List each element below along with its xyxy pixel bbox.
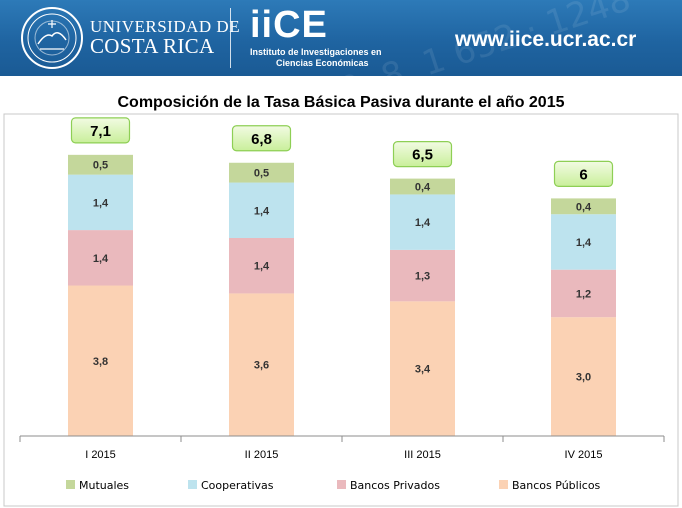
- legend-swatch: [499, 480, 508, 489]
- segment-value-label: 1,4: [254, 205, 270, 217]
- total-value-label: 6,8: [251, 131, 272, 148]
- segment-value-label: 3,0: [576, 372, 591, 384]
- x-tick-label: III 2015: [404, 449, 441, 461]
- iice-subtitle-line2: Ciencias Económicas: [276, 58, 369, 68]
- bar-segment: [68, 285, 133, 436]
- segment-value-label: 3,6: [254, 360, 269, 372]
- bar-segment: [68, 174, 133, 231]
- total-value-label: 6,5: [412, 147, 433, 164]
- total-value-label: 6: [579, 166, 587, 183]
- x-tick-label: I 2015: [85, 449, 116, 461]
- legend-label: Bancos Públicos: [512, 479, 601, 492]
- bar-segment: [68, 230, 133, 286]
- website-url[interactable]: www.iice.ucr.ac.cr: [455, 28, 637, 51]
- segment-value-label: 0,5: [254, 168, 269, 180]
- bar-segment: [390, 178, 455, 195]
- legend-swatch: [66, 480, 75, 489]
- segment-value-label: 1,4: [415, 217, 431, 229]
- chart-title: Composición de la Tasa Básica Pasiva dur…: [118, 94, 565, 111]
- total-value-box: [392, 141, 453, 168]
- bar-segment: [551, 214, 616, 270]
- bar-segment: [229, 238, 294, 294]
- iice-subtitle-line1: Instituto de Investigaciones en: [250, 47, 382, 57]
- legend-label: Bancos Privados: [350, 479, 440, 492]
- segment-value-label: 1,4: [254, 261, 270, 273]
- segment-value-label: 0,4: [576, 201, 592, 213]
- legend-swatch: [188, 480, 197, 489]
- segment-value-label: 1,4: [93, 197, 109, 209]
- stacked-bar-chart: Composición de la Tasa Básica Pasiva dur…: [3, 94, 679, 507]
- segment-value-label: 1,2: [576, 288, 591, 300]
- segment-value-label: 0,4: [415, 182, 431, 194]
- x-tick-label: IV 2015: [565, 449, 603, 461]
- bar-segment: [551, 317, 616, 436]
- bar-segment: [229, 293, 294, 436]
- total-value-box: [553, 160, 614, 187]
- university-seal-icon: [21, 7, 83, 69]
- segment-value-label: 1,4: [576, 237, 592, 249]
- bar-segment: [390, 194, 455, 250]
- bar-segment: [68, 154, 133, 175]
- bar-segment: [551, 198, 616, 215]
- bar-segment: [390, 301, 455, 436]
- segment-value-label: 3,4: [415, 364, 431, 376]
- header-banner: 0. 8. 1 652 · 1248 · 4 0 · 43 UNIVERSIDA…: [0, 0, 682, 76]
- bar-segment: [390, 249, 455, 302]
- legend-label: Cooperativas: [201, 479, 274, 492]
- iice-logo: iiCE: [250, 4, 328, 46]
- segment-value-label: 0,5: [93, 160, 108, 172]
- total-value-box: [70, 117, 131, 144]
- bar-segment: [551, 269, 616, 318]
- bar-segment: [229, 182, 294, 238]
- university-name-line2: COSTA RICA: [90, 34, 215, 58]
- legend-label: Mutuales: [79, 479, 129, 492]
- segment-value-label: 1,3: [415, 271, 430, 283]
- x-tick-label: II 2015: [245, 449, 279, 461]
- total-value-box: [231, 125, 292, 152]
- total-value-label: 7,1: [90, 123, 111, 140]
- header-divider: [230, 8, 231, 68]
- university-name-line1: UNIVERSIDAD DE: [90, 17, 241, 36]
- bar-segment: [229, 162, 294, 183]
- segment-value-label: 3,8: [93, 356, 108, 368]
- legend-swatch: [337, 480, 346, 489]
- segment-value-label: 1,4: [93, 253, 109, 265]
